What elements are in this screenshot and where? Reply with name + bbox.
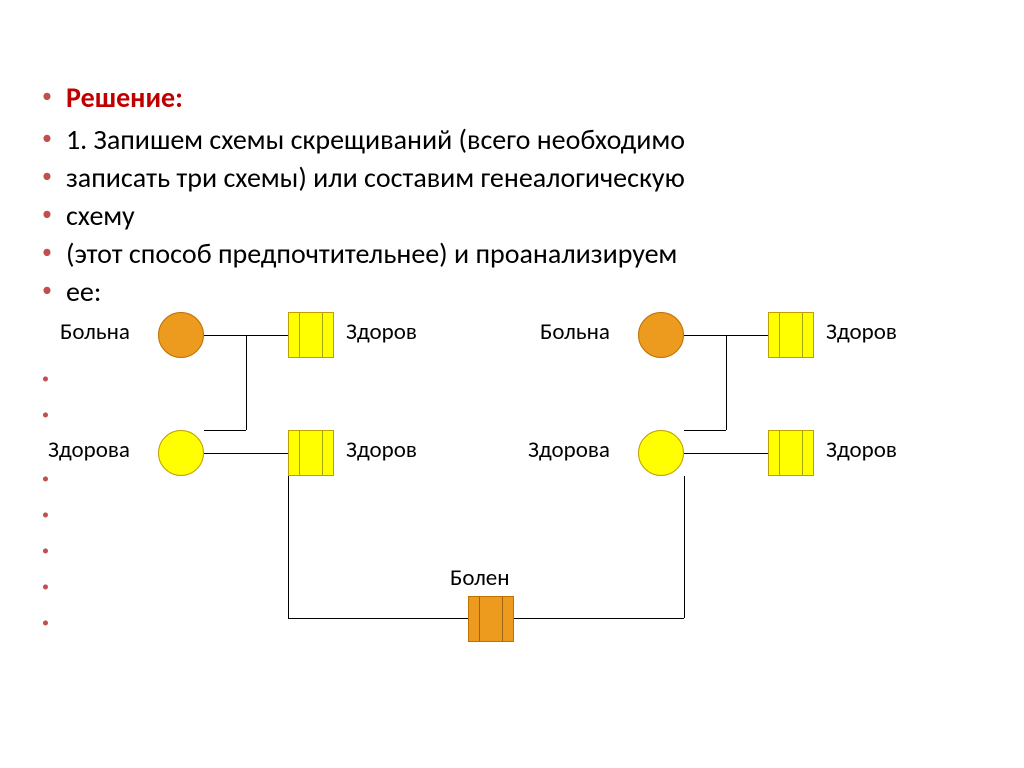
- bullet-marker: •: [42, 506, 49, 523]
- bullet-text: 1. Запишем схемы скрещиваний (всего необ…: [66, 122, 685, 157]
- pedigree-label: Здорова: [528, 436, 610, 464]
- pedigree-male-unaffected: [288, 312, 334, 358]
- pedigree-male-unaffected: [288, 430, 334, 476]
- pedigree-male-unaffected: [768, 430, 814, 476]
- bullet-marker: •: [42, 406, 49, 423]
- bullet-text: записать три схемы) или составим генеало…: [66, 160, 685, 195]
- bullet-marker: •: [42, 470, 49, 487]
- pedigree-label: Здоров: [826, 318, 897, 346]
- pedigree-label: Здоров: [346, 436, 417, 464]
- pedigree-connector: [204, 453, 288, 454]
- bullet-line: • записать три схемы) или составим генеа…: [42, 160, 685, 195]
- bullet-marker: •: [42, 128, 52, 148]
- pedigree-connector: [288, 476, 289, 618]
- pedigree-female-unaffected: [638, 430, 684, 476]
- pedigree-label: Здоров: [346, 318, 417, 346]
- bullet-marker: •: [42, 280, 52, 300]
- bullet-line: • схему: [42, 198, 135, 233]
- pedigree-label: Здорова: [48, 436, 130, 464]
- bullet-marker: •: [42, 204, 52, 224]
- bullet-marker: •: [42, 578, 49, 595]
- bullet-marker: •: [42, 242, 52, 262]
- pedigree-connector: [684, 453, 768, 454]
- pedigree-connector: [288, 618, 468, 619]
- pedigree-female-affected: [638, 312, 684, 358]
- pedigree-female-affected: [158, 312, 204, 358]
- pedigree-male-affected: [468, 596, 514, 642]
- pedigree-male-unaffected: [768, 312, 814, 358]
- bullet-marker: •: [42, 614, 49, 631]
- bullet-text: схему: [66, 198, 135, 233]
- pedigree-label: Больна: [60, 318, 130, 346]
- pedigree-label: Здоров: [826, 436, 897, 464]
- bullet-marker: •: [42, 86, 52, 106]
- bullet-marker: •: [42, 370, 49, 387]
- bullet-text: (этот способ предпочтительнее) и проанал…: [66, 236, 677, 271]
- bullet-heading: • Решение:: [42, 80, 183, 115]
- pedigree-connector: [514, 618, 684, 619]
- bullet-marker: •: [42, 166, 52, 186]
- pedigree-connector: [726, 335, 727, 430]
- pedigree-connector: [246, 335, 247, 430]
- bullet-line: • ее:: [42, 274, 101, 309]
- bullet-line: • (этот способ предпочтительнее) и проан…: [42, 236, 677, 271]
- pedigree-female-unaffected: [158, 430, 204, 476]
- pedigree-connector: [204, 430, 246, 431]
- pedigree-connector: [684, 476, 685, 618]
- bullet-text: Решение:: [66, 80, 183, 115]
- bullet-line: • 1. Запишем схемы скрещиваний (всего не…: [42, 122, 685, 157]
- bullet-marker: •: [42, 542, 49, 559]
- pedigree-label: Болен: [450, 564, 510, 592]
- pedigree-label: Больна: [540, 318, 610, 346]
- bullet-text: ее:: [66, 274, 101, 309]
- pedigree-connector: [684, 430, 726, 431]
- slide: • Решение: • 1. Запишем схемы скрещивани…: [0, 0, 1024, 768]
